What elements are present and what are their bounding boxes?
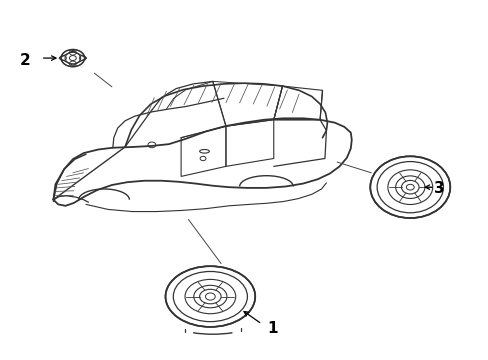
- Ellipse shape: [165, 266, 255, 327]
- Text: 1: 1: [267, 321, 278, 336]
- Text: 2: 2: [20, 53, 30, 68]
- Text: 3: 3: [433, 181, 444, 197]
- Circle shape: [61, 49, 84, 67]
- Ellipse shape: [369, 156, 449, 218]
